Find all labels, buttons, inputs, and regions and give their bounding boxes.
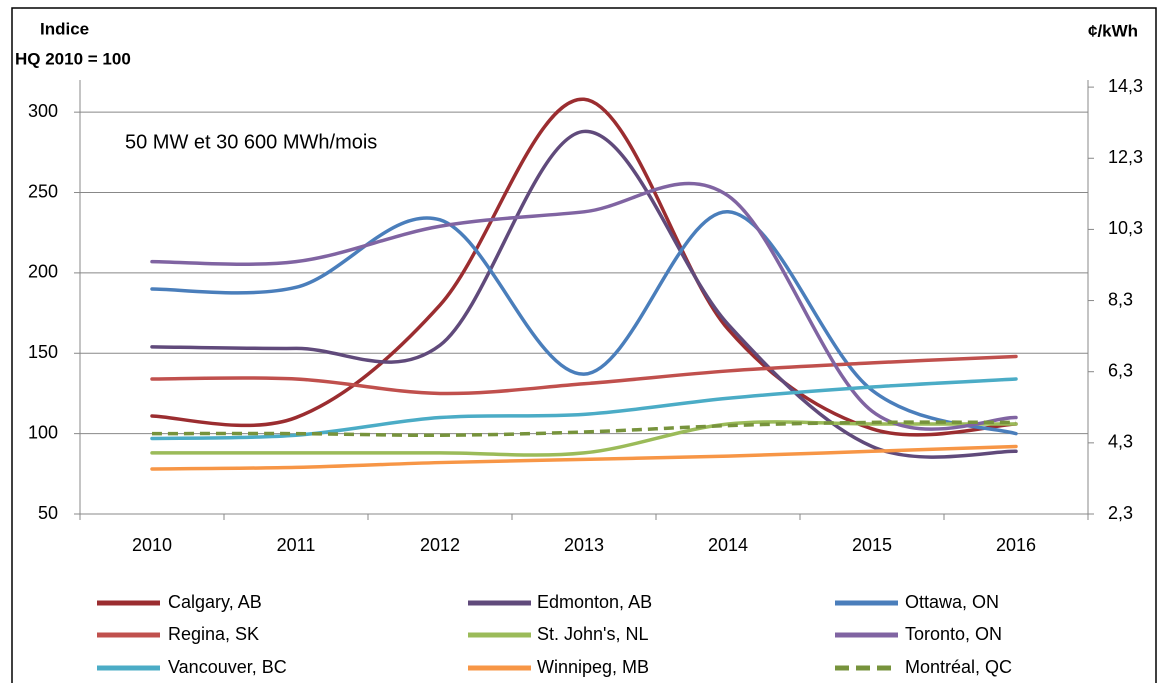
- x-tick-label: 2012: [420, 535, 460, 555]
- legend-label: Regina, SK: [168, 624, 259, 644]
- y-tick-label: 200: [28, 262, 58, 282]
- series-line: [150, 354, 1018, 396]
- y-tick-label: 150: [28, 342, 58, 362]
- legend-label: Vancouver, BC: [168, 657, 287, 677]
- legend-label: Edmonton, AB: [537, 592, 652, 612]
- x-tick-label: 2014: [708, 535, 748, 555]
- y-tick-label: 50: [38, 503, 58, 523]
- series-line: [150, 444, 1018, 471]
- series-line: [150, 97, 1018, 437]
- annotation: 50 MW et 30 600 MWh/mois: [125, 131, 377, 153]
- frame: [11, 7, 1157, 683]
- y-axis-label: HQ 2010 = 100: [15, 49, 131, 68]
- y2-tick-label: 4,3: [1108, 432, 1133, 452]
- legend-label: Ottawa, ON: [905, 592, 999, 612]
- legend-label: Montréal, QC: [905, 657, 1012, 677]
- legend-label: Calgary, AB: [168, 592, 262, 612]
- legend-label: Winnipeg, MB: [537, 657, 649, 677]
- series-line: [150, 181, 1018, 431]
- y2-axis-label: ¢/kWh: [1088, 21, 1138, 40]
- y2-tick-label: 8,3: [1108, 289, 1133, 309]
- legend-label: St. John's, NL: [537, 624, 649, 644]
- legend-label: Toronto, ON: [905, 624, 1002, 644]
- y-axis-label: Indice: [40, 19, 89, 38]
- y2-tick-label: 2,3: [1108, 503, 1133, 523]
- y-tick-label: 250: [28, 181, 58, 201]
- x-tick-label: 2011: [277, 535, 316, 555]
- y2-tick-label: 14,3: [1108, 76, 1143, 96]
- y-tick-label: 300: [28, 101, 58, 121]
- y-tick-label: 100: [28, 422, 58, 442]
- series-line: [151, 420, 1017, 438]
- x-tick-label: 2016: [996, 535, 1036, 555]
- y2-tick-label: 6,3: [1108, 360, 1133, 380]
- y2-tick-label: 10,3: [1108, 218, 1143, 238]
- y2-tick-label: 12,3: [1108, 147, 1143, 167]
- x-tick-label: 2015: [852, 535, 892, 555]
- series-line: [150, 129, 1018, 459]
- x-tick-label: 2010: [132, 535, 172, 555]
- series-line: [150, 210, 1018, 436]
- x-tick-label: 2013: [564, 535, 604, 555]
